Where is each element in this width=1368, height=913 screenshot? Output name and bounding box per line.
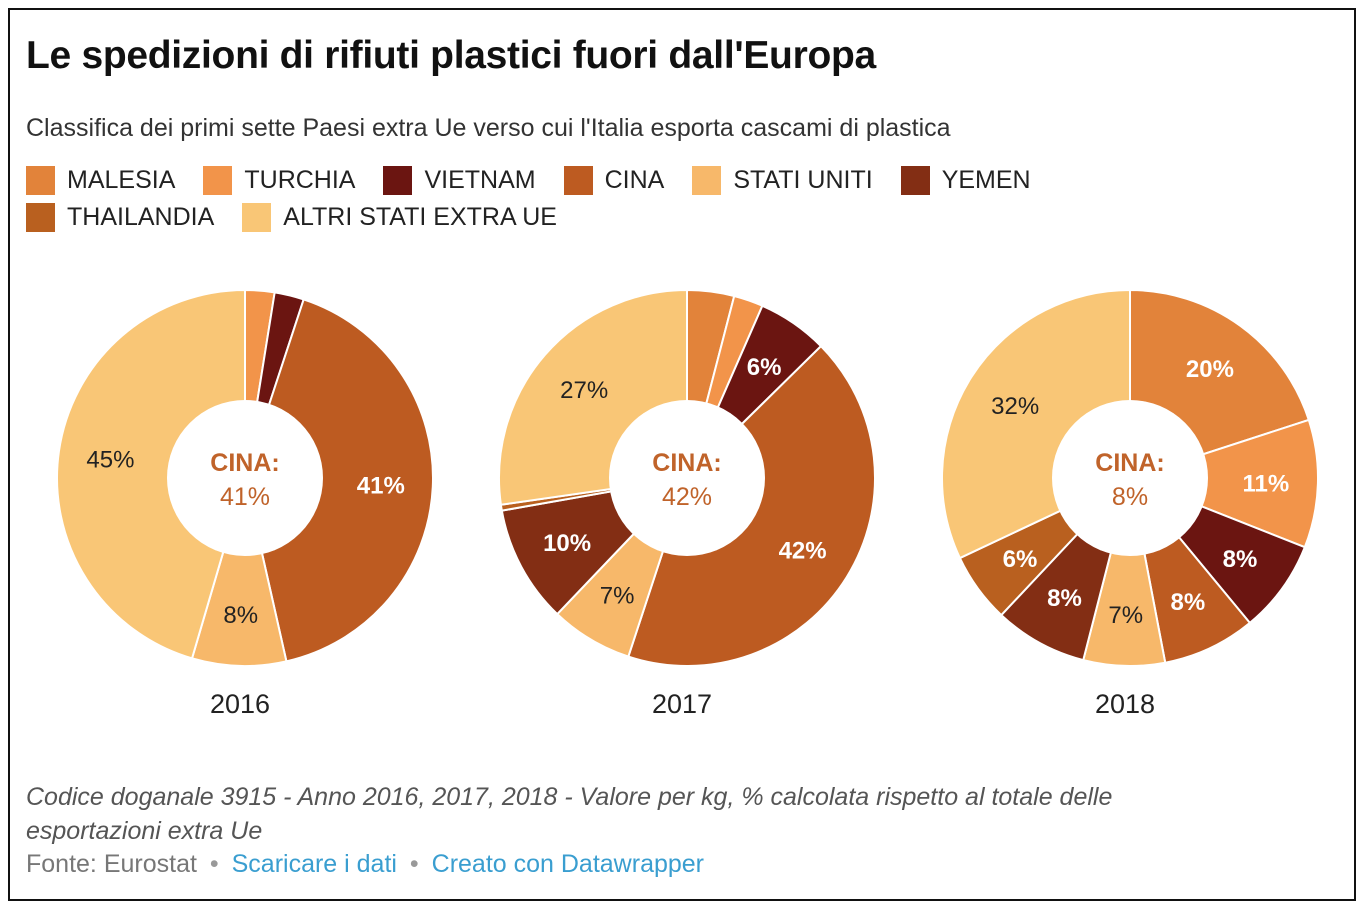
slice-2016-stati-uniti [190, 474, 288, 667]
legend-label-turchia: TURCHIA [244, 166, 356, 194]
slice-label-2018-stati-uniti: 7% [1108, 602, 1143, 629]
legend-item-yemen: YEMEN [900, 166, 1031, 195]
legend-item-thailandia: THAILANDIA [26, 203, 214, 232]
legend-swatch-turchia [203, 166, 233, 195]
legend-row-1: MALESIA TURCHIA VIETNAM CINA STATI UNITI… [26, 162, 1206, 199]
legend-swatch-malesia [26, 166, 55, 195]
legend-swatch-stati-uniti [692, 166, 722, 195]
slice-label-2017-cina: 42% [779, 538, 827, 565]
donut-2017: 6% 42% 7% 10% 27% CINA: 42% 2017 [498, 288, 876, 719]
slice-2018-turchia [1127, 418, 1319, 549]
slice-label-2017-stati-uniti: 7% [600, 583, 635, 610]
legend-item-vietnam: VIETNAM [383, 166, 536, 195]
legend-swatch-altri [242, 203, 272, 232]
footer-separator: • [409, 850, 419, 878]
slice-label-2016-cina: 41% [357, 473, 405, 500]
legend-item-turchia: TURCHIA [203, 166, 355, 195]
chart-note: Codice doganale 3915 - Anno 2016, 2017, … [26, 783, 1113, 845]
center-value-2018: 8% [1112, 483, 1148, 511]
legend-label-altri: ALTRI STATI EXTRA UE [283, 203, 557, 231]
download-data-link[interactable]: Scaricare i dati [231, 850, 397, 878]
legend-label-thailandia: THAILANDIA [67, 203, 215, 231]
legend-label-malesia: MALESIA [67, 166, 176, 194]
slice-label-2016-stati-uniti: 8% [223, 602, 258, 629]
legend: MALESIA TURCHIA VIETNAM CINA STATI UNITI… [26, 162, 1206, 236]
year-label-2016: 2016 [210, 689, 270, 719]
legend-label-vietnam: VIETNAM [424, 166, 536, 194]
slice-label-2017-altri-stati-extra-ue: 27% [560, 377, 608, 404]
chart-title: Le spedizioni di rifiuti plastici fuori … [26, 34, 876, 77]
slice-2016-cina [243, 298, 434, 663]
datawrapper-link[interactable]: Creato con Datawrapper [431, 850, 705, 878]
center-label-2016: CINA: [210, 449, 279, 477]
chart-footer: Fonte: Eurostat • Scaricare i dati • Cre… [26, 850, 704, 879]
slice-label-2018-thailandia: 6% [1003, 546, 1038, 573]
donut-hole-2018 [1052, 400, 1208, 556]
slice-label-2016-altri-stati-extra-ue: 45% [86, 447, 134, 474]
slice-2016-altri-stati-extra-ue [56, 288, 246, 660]
source-text: Fonte: Eurostat [26, 850, 197, 878]
legend-item-altri: ALTRI STATI EXTRA UE [242, 203, 557, 232]
year-label-2017: 2017 [652, 689, 712, 719]
legend-item-stati-uniti: STATI UNITI [692, 166, 873, 195]
donut-hole-2016 [167, 400, 323, 556]
slice-label-2018-cina: 8% [1171, 589, 1206, 616]
legend-label-yemen: YEMEN [941, 166, 1031, 194]
legend-swatch-cina [563, 166, 593, 195]
donut-2018: 20% 11% 8% 8% 7% 8% 6% 32% CINA: 8% 2018 [941, 288, 1319, 719]
donut-2016: 41% 8% 45% CINA: 41% 2016 [56, 288, 434, 719]
slice-label-2018-malesia: 20% [1186, 356, 1234, 383]
donut-hole-2017 [609, 400, 765, 556]
center-value-2016: 41% [220, 483, 270, 511]
slice-label-2018-altri-stati-extra-ue: 32% [991, 393, 1039, 420]
legend-label-cina: CINA [604, 166, 665, 194]
center-label-2017: CINA: [652, 449, 721, 477]
legend-swatch-thailandia [26, 203, 55, 232]
center-value-2017: 42% [662, 483, 712, 511]
year-label-2018: 2018 [1095, 689, 1155, 719]
legend-swatch-yemen [900, 166, 930, 195]
legend-item-cina: CINA [563, 166, 665, 195]
footer-separator: • [209, 850, 219, 878]
slice-label-2018-vietnam: 8% [1223, 546, 1258, 573]
slice-label-2018-yemen: 8% [1047, 585, 1082, 612]
legend-row-2: THAILANDIA ALTRI STATI EXTRA UE [26, 199, 1206, 236]
legend-swatch-vietnam [383, 166, 413, 195]
slice-label-2018-turchia: 11% [1243, 470, 1290, 497]
center-label-2018: CINA: [1095, 449, 1164, 477]
legend-label-stati-uniti: STATI UNITI [733, 166, 873, 194]
slice-label-2017-yemen: 10% [543, 530, 591, 557]
chart-subtitle: Classifica dei primi sette Paesi extra U… [26, 114, 951, 142]
slice-label-2017-vietnam: 6% [747, 354, 782, 381]
legend-item-malesia: MALESIA [26, 166, 175, 195]
